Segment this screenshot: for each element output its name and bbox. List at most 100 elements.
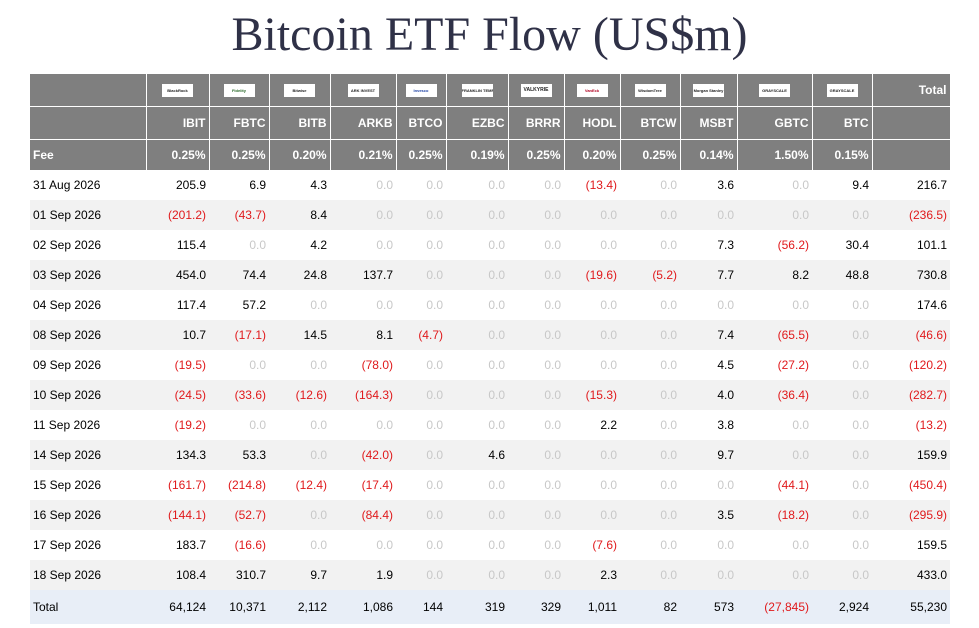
fee-value: 0.25% — [508, 139, 565, 170]
flow-cell: 0.0 — [620, 500, 680, 530]
flow-cell: 0.0 — [396, 260, 446, 290]
row-date: 17 Sep 2026 — [30, 530, 146, 560]
issuer-logo-cell: ARK INVEST — [330, 74, 397, 107]
morgan-stanley-logo: Morgan Stanley — [693, 84, 724, 98]
flow-cell: 0.0 — [269, 500, 330, 530]
fee-value: 0.21% — [330, 139, 397, 170]
table-row: 18 Sep 2026 108.4 310.7 9.7 1.9 0.0 0.0 0.0 2.3 0… — [30, 560, 950, 590]
flow-cell: 0.0 — [396, 290, 446, 320]
flow-cell: (27.2) — [737, 350, 812, 380]
flow-cell: 0.0 — [737, 410, 812, 440]
totals-cell: 2,924 — [812, 590, 872, 624]
row-date: 09 Sep 2026 — [30, 350, 146, 380]
flow-cell: 0.0 — [508, 410, 564, 440]
issuer-logo-cell: FRANKLIN TEMPLETON — [446, 74, 509, 107]
flow-cell: (5.2) — [620, 260, 680, 290]
flow-cell: 0.0 — [564, 500, 620, 530]
flow-cell: 0.0 — [508, 350, 564, 380]
flow-cell: 7.4 — [680, 320, 737, 350]
flow-cell: 0.0 — [330, 200, 396, 230]
flow-cell: 0.0 — [680, 560, 737, 590]
flow-cell: 0.0 — [680, 200, 737, 230]
flow-cell: 0.0 — [269, 440, 330, 470]
valkyrie-logo: VALKYRIE — [520, 84, 552, 98]
fee-value: 0.25% — [209, 139, 270, 170]
flow-cell: 0.0 — [396, 380, 446, 410]
totals-cell: 319 — [446, 590, 508, 624]
flow-cell: 183.7 — [146, 530, 209, 560]
table-row: 09 Sep 2026 (19.5) 0.0 0.0 (78.0) 0.0 0.0 0.0 0.… — [30, 350, 950, 380]
flow-cell: 0.0 — [330, 290, 396, 320]
ticker-header: BTCW — [620, 106, 681, 140]
table-row: 10 Sep 2026 (24.5) (33.6) (12.6) (164.3) 0.0 0… — [30, 380, 950, 410]
flow-cell: 0.0 — [812, 320, 872, 350]
flow-cell: 0.0 — [446, 410, 508, 440]
page-title: Bitcoin ETF Flow (US$m) — [231, 8, 748, 61]
flow-cell: (17.4) — [330, 470, 396, 500]
flow-cell: (201.2) — [146, 200, 209, 230]
ticker-header: MSBT — [680, 106, 738, 140]
flow-cell: 3.8 — [680, 410, 737, 440]
row-total: 433.0 — [872, 560, 950, 590]
row-date: 18 Sep 2026 — [30, 560, 146, 590]
row-total: 159.9 — [872, 440, 950, 470]
flow-cell: 0.0 — [737, 560, 812, 590]
row-date: 14 Sep 2026 — [30, 440, 146, 470]
flow-cell: 0.0 — [330, 410, 396, 440]
flow-cell: 0.0 — [396, 230, 446, 260]
flow-cell: 0.0 — [564, 200, 620, 230]
flow-cell: 3.6 — [680, 170, 737, 200]
row-total: 216.7 — [872, 170, 950, 200]
total-column-header: Total — [872, 74, 951, 107]
flow-cell: 0.0 — [564, 320, 620, 350]
wisdomtree-logo: WisdomTree — [634, 84, 666, 98]
row-date: 08 Sep 2026 — [30, 320, 146, 350]
fee-label: Fee — [30, 139, 147, 170]
ticker-header: EZBC — [446, 106, 509, 140]
flow-cell: 0.0 — [446, 230, 508, 260]
flow-cell: 0.0 — [680, 530, 737, 560]
fee-row-total-blank — [872, 139, 951, 170]
issuer-logo-cell: VALKYRIE — [508, 74, 565, 107]
row-total: (236.5) — [872, 200, 950, 230]
flow-cell: 0.0 — [620, 410, 680, 440]
flow-cell: 0.0 — [620, 440, 680, 470]
flow-cell: 0.0 — [812, 290, 872, 320]
flow-cell: 2.2 — [564, 410, 620, 440]
row-date: 31 Aug 2026 — [30, 170, 146, 200]
fee-value: 0.20% — [269, 139, 331, 170]
flow-cell: 57.2 — [209, 290, 269, 320]
corner-cell — [30, 74, 147, 107]
flow-cell: 0.0 — [737, 440, 812, 470]
ticker-header: HODL — [564, 106, 621, 140]
table-row: 01 Sep 2026 (201.2) (43.7) 8.4 0.0 0.0 0.0 0.0 0… — [30, 200, 950, 230]
issuer-logo-cell: Morgan Stanley — [680, 74, 738, 107]
flow-cell: 0.0 — [564, 230, 620, 260]
flow-cell: 0.0 — [812, 560, 872, 590]
flow-cell: (161.7) — [146, 470, 209, 500]
flow-cell: 0.0 — [269, 350, 330, 380]
flow-cell: 0.0 — [396, 560, 446, 590]
flow-cell: (36.4) — [737, 380, 812, 410]
flow-cell: (16.6) — [209, 530, 269, 560]
flow-cell: 0.0 — [446, 350, 508, 380]
flow-cell: (65.5) — [737, 320, 812, 350]
flow-cell: 7.7 — [680, 260, 737, 290]
flow-cell: 0.0 — [620, 290, 680, 320]
flow-cell: (19.5) — [146, 350, 209, 380]
fee-value: 0.15% — [812, 139, 873, 170]
flow-cell: 0.0 — [812, 200, 872, 230]
flow-cell: (13.4) — [564, 170, 620, 200]
flow-cell: (7.6) — [564, 530, 620, 560]
ticker-header: BRRR — [508, 106, 565, 140]
flow-cell: 108.4 — [146, 560, 209, 590]
ticker-row: IBIT FBTC BITB ARKB BTCO EZBC BRRR HODL BTCW MSBT… — [30, 106, 951, 140]
flow-cell: (15.3) — [564, 380, 620, 410]
flow-cell: (144.1) — [146, 500, 209, 530]
ticker-header: ARKB — [330, 106, 397, 140]
flow-cell: 0.0 — [620, 380, 680, 410]
totals-cell: 144 — [396, 590, 446, 624]
flow-cell: 3.5 — [680, 500, 737, 530]
flow-cell: 4.2 — [269, 230, 330, 260]
flow-cell: 4.6 — [446, 440, 508, 470]
